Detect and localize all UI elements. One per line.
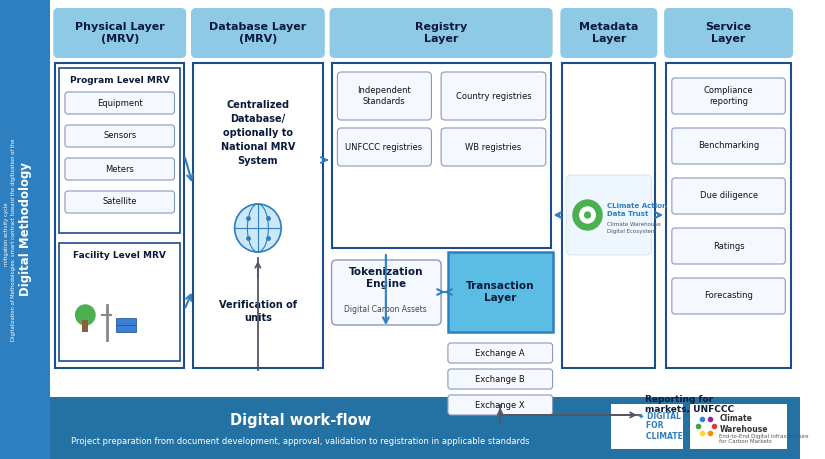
Text: Physical Layer
(MRV): Physical Layer (MRV) <box>75 22 165 44</box>
Circle shape <box>573 200 602 230</box>
Circle shape <box>234 204 281 252</box>
Bar <box>610 404 683 449</box>
FancyBboxPatch shape <box>330 8 553 58</box>
Text: Independent
Standards: Independent Standards <box>357 86 411 106</box>
FancyBboxPatch shape <box>672 228 785 264</box>
Bar <box>193 63 323 368</box>
Text: Climate Warehouse
Digital Ecosystem: Climate Warehouse Digital Ecosystem <box>607 223 661 234</box>
Bar <box>59 243 181 361</box>
Text: Digital work-flow: Digital work-flow <box>230 414 371 429</box>
FancyBboxPatch shape <box>65 92 175 114</box>
Text: Equipment: Equipment <box>97 99 143 107</box>
Bar <box>59 68 181 233</box>
Bar <box>332 63 550 248</box>
FancyBboxPatch shape <box>560 8 658 58</box>
Text: Country registries: Country registries <box>455 91 531 101</box>
Text: Digital Carbon Assets: Digital Carbon Assets <box>345 306 427 314</box>
Bar <box>82 320 88 332</box>
Text: ✦ DIGITAL
   FOR
   CLIMATE: ✦ DIGITAL FOR CLIMATE <box>638 411 683 441</box>
Text: Database Layer
(MRV): Database Layer (MRV) <box>210 22 307 44</box>
Text: Exchange A: Exchange A <box>475 348 525 358</box>
Bar <box>50 397 799 459</box>
Text: Exchange X: Exchange X <box>475 401 525 409</box>
Text: Project preparation from document development, approval, validation to registrat: Project preparation from document develo… <box>71 437 530 446</box>
FancyBboxPatch shape <box>672 278 785 314</box>
FancyBboxPatch shape <box>65 158 175 180</box>
FancyBboxPatch shape <box>448 395 553 415</box>
Text: Facility Level MRV: Facility Level MRV <box>73 251 166 260</box>
Bar <box>0 0 50 459</box>
Text: CLimate Action
Data Trust: CLimate Action Data Trust <box>607 203 667 217</box>
Bar <box>116 318 136 332</box>
Text: Tokenization
Engine: Tokenization Engine <box>349 267 423 289</box>
Text: Ratings: Ratings <box>713 241 744 251</box>
Text: Digital Methodology: Digital Methodology <box>19 162 31 297</box>
FancyBboxPatch shape <box>441 72 546 120</box>
Text: End-to-End Digital Infrastructure
for Carbon Markets: End-to-End Digital Infrastructure for Ca… <box>719 434 808 444</box>
FancyBboxPatch shape <box>672 178 785 214</box>
Bar <box>691 404 787 449</box>
FancyBboxPatch shape <box>672 128 785 164</box>
Text: WB registries: WB registries <box>465 142 521 151</box>
FancyBboxPatch shape <box>65 125 175 147</box>
Text: Reporting for
markets, UNFCCC: Reporting for markets, UNFCCC <box>644 395 733 414</box>
FancyBboxPatch shape <box>191 8 325 58</box>
Text: Benchmarking: Benchmarking <box>698 141 759 151</box>
Circle shape <box>76 305 95 325</box>
FancyBboxPatch shape <box>337 128 431 166</box>
Text: Sensors: Sensors <box>103 131 136 140</box>
Text: Satellite: Satellite <box>102 197 137 207</box>
Text: Metadata
Layer: Metadata Layer <box>579 22 639 44</box>
Bar <box>55 63 184 368</box>
FancyBboxPatch shape <box>672 78 785 114</box>
FancyBboxPatch shape <box>65 191 175 213</box>
Bar <box>563 63 655 368</box>
FancyBboxPatch shape <box>566 175 652 255</box>
Text: Registry
Layer: Registry Layer <box>415 22 467 44</box>
FancyBboxPatch shape <box>441 128 546 166</box>
FancyBboxPatch shape <box>448 369 553 389</box>
Text: Service
Layer: Service Layer <box>705 22 752 44</box>
FancyBboxPatch shape <box>448 343 553 363</box>
Circle shape <box>580 207 596 223</box>
Text: Digitalization of Methodologies: smart contract toward the digitization of the: Digitalization of Methodologies: smart c… <box>11 138 16 341</box>
FancyBboxPatch shape <box>664 8 793 58</box>
Text: Climate
Warehouse: Climate Warehouse <box>719 414 768 434</box>
FancyBboxPatch shape <box>332 260 441 325</box>
Text: Centralized
Database/
optionally to
National MRV
System: Centralized Database/ optionally to Nati… <box>221 100 295 166</box>
FancyBboxPatch shape <box>337 72 431 120</box>
Text: Forecasting: Forecasting <box>704 291 753 301</box>
Text: Program Level MRV: Program Level MRV <box>70 76 170 85</box>
Bar <box>448 252 553 332</box>
Text: Verification of
units: Verification of units <box>219 300 297 323</box>
Bar <box>666 63 791 368</box>
Text: UNFCCC registries: UNFCCC registries <box>346 142 422 151</box>
FancyBboxPatch shape <box>54 8 186 58</box>
Text: Compliance
reporting: Compliance reporting <box>704 86 753 106</box>
Circle shape <box>585 212 591 218</box>
Text: Due diligence: Due diligence <box>700 191 757 201</box>
Text: Exchange B: Exchange B <box>475 375 526 384</box>
Text: mitigation activity cycle: mitigation activity cycle <box>4 203 9 266</box>
Text: Transaction
Layer: Transaction Layer <box>466 281 535 303</box>
Text: Meters: Meters <box>106 164 134 174</box>
